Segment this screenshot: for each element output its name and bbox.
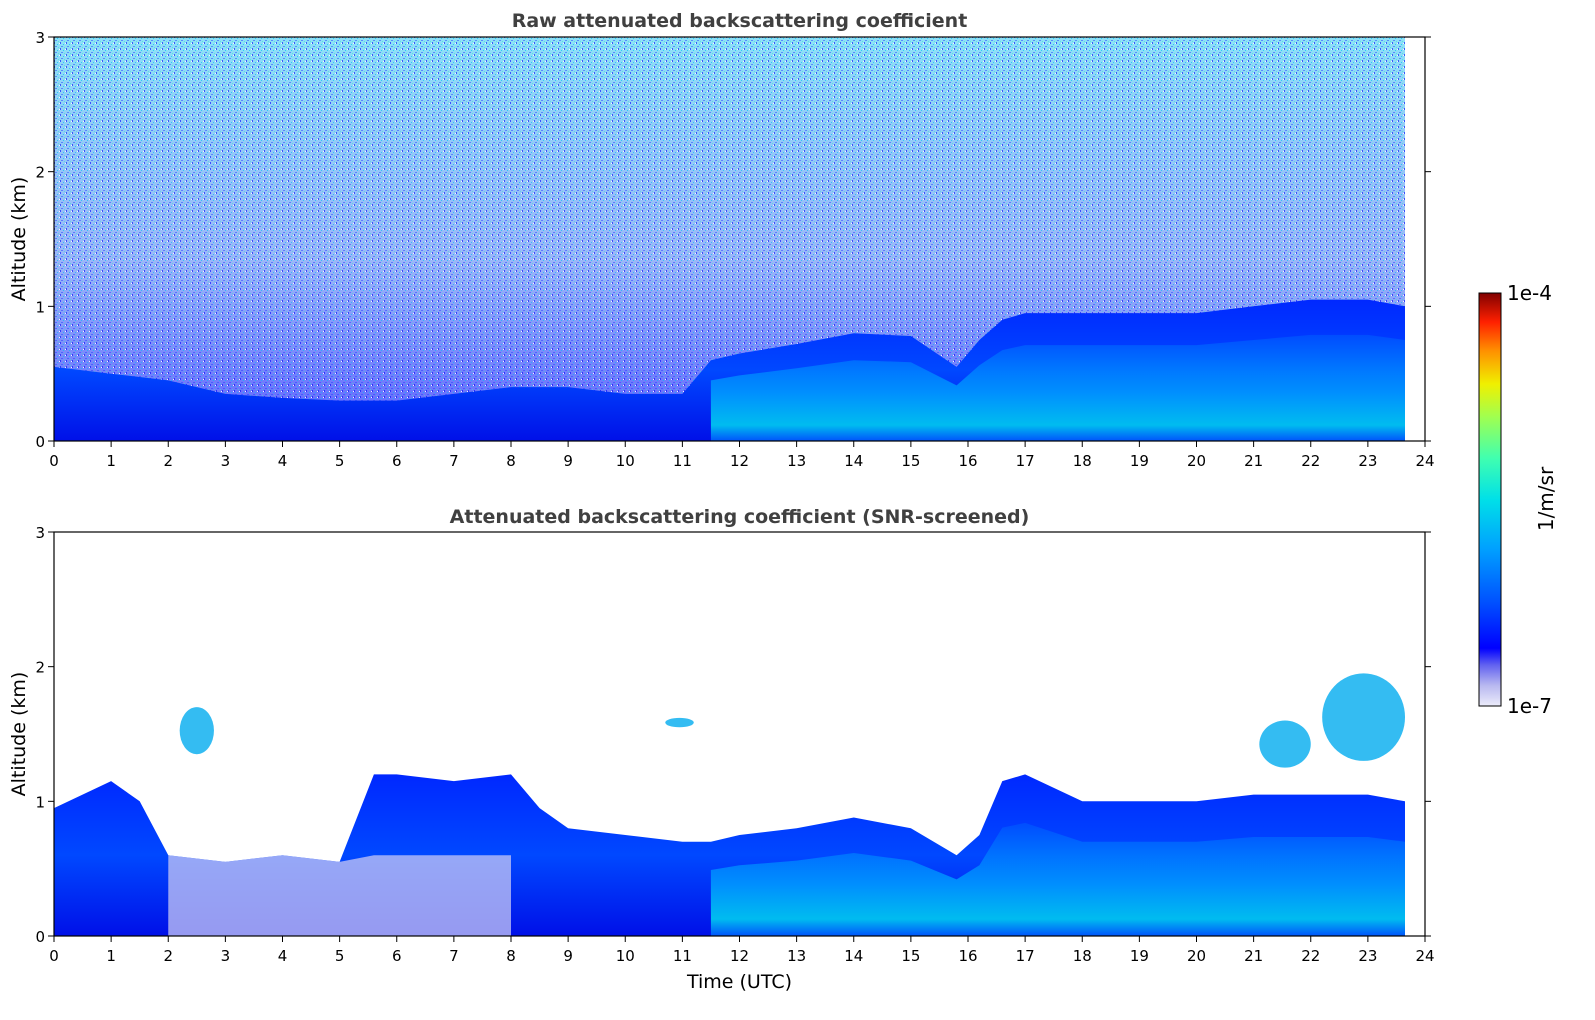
x-tick-label: 2 (163, 947, 173, 965)
bottom-y-axis: 0 1 2 3 (35, 524, 1431, 946)
x-tick-label: 4 (278, 452, 288, 470)
y-tick-label: 1 (35, 298, 45, 316)
y-tick-label: 2 (35, 164, 45, 182)
colorbar-unit-label: 1/m/sr (1534, 466, 1558, 531)
x-tick-label: 19 (1130, 452, 1149, 470)
y-tick-label: 0 (35, 433, 45, 451)
x-tick-label: 19 (1130, 947, 1149, 965)
snr-screened-panel: Attenuated backscattering coefficient (S… (8, 506, 1435, 993)
x-tick-label: 9 (563, 947, 573, 965)
x-tick-label: 4 (278, 947, 288, 965)
x-tick-label: 15 (901, 452, 920, 470)
x-tick-label: 24 (1415, 452, 1434, 470)
bottom-elevated-layers (179, 532, 1425, 936)
elevated-aerosol-layer (179, 707, 214, 755)
x-tick-label: 6 (392, 947, 402, 965)
x-tick-label: 11 (673, 947, 692, 965)
x-axis-label: Time (UTC) (686, 971, 792, 993)
x-tick-label: 22 (1301, 452, 1320, 470)
x-tick-label: 16 (958, 452, 977, 470)
y-tick-label: 2 (35, 659, 45, 677)
x-tick-label: 16 (958, 947, 977, 965)
raw-backscatter-panel: Raw attenuated backscattering coefficien… (8, 10, 1435, 470)
top-no-data-strip (1405, 37, 1425, 441)
x-tick-label: 13 (787, 947, 806, 965)
x-tick-label: 3 (221, 452, 231, 470)
x-tick-label: 17 (1016, 947, 1035, 965)
x-tick-label: 7 (449, 947, 459, 965)
top-elevated-layers (1405, 37, 1425, 441)
colorbar-min-label: 1e-7 (1507, 694, 1552, 718)
x-tick-label: 12 (730, 947, 749, 965)
x-tick-label: 3 (221, 947, 231, 965)
x-tick-label: 18 (1073, 452, 1092, 470)
top-y-axis: 0 1 2 3 (35, 29, 1431, 451)
top-heatmap (54, 37, 1425, 441)
x-tick-label: 24 (1415, 947, 1434, 965)
x-tick-label: 14 (844, 452, 863, 470)
x-tick-label: 23 (1358, 947, 1377, 965)
top-panel-title: Raw attenuated backscattering coefficien… (512, 10, 968, 32)
top-x-axis: 0 1 2 3 4 5 6 7 8 9 10 11 12 13 14 15 16 17 18 19 20 21 22 23 24 (49, 441, 1435, 470)
x-tick-label: 21 (1244, 452, 1263, 470)
y-tick-label: 0 (35, 928, 45, 946)
x-tick-label: 22 (1301, 947, 1320, 965)
y-tick-label: 3 (35, 29, 45, 47)
x-tick-label: 10 (616, 947, 635, 965)
x-tick-label: 1 (106, 947, 116, 965)
x-tick-label: 21 (1244, 947, 1263, 965)
x-tick-label: 11 (673, 452, 692, 470)
x-tick-label: 10 (616, 452, 635, 470)
bottom-no-data-strip (1405, 532, 1425, 936)
x-tick-label: 17 (1016, 452, 1035, 470)
x-tick-label: 18 (1073, 947, 1092, 965)
x-tick-label: 7 (449, 452, 459, 470)
y-tick-label: 1 (35, 793, 45, 811)
bottom-daytime-mixed-layer (710, 822, 1405, 936)
bottom-heatmap (54, 532, 1425, 936)
elevated-aerosol-layer (665, 717, 694, 728)
x-tick-label: 9 (563, 452, 573, 470)
bottom-y-axis-label: Altitude (km) (8, 672, 30, 797)
bottom-nocturnal-residual-layer (168, 855, 511, 936)
x-tick-label: 2 (163, 452, 173, 470)
top-daytime-mixed-layer (710, 334, 1405, 441)
elevated-aerosol-layer (1322, 673, 1406, 761)
colorbar-gradient (1478, 292, 1502, 707)
x-tick-label: 20 (1187, 452, 1206, 470)
x-tick-label: 5 (335, 452, 345, 470)
y-tick-label: 3 (35, 524, 45, 542)
x-tick-label: 6 (392, 452, 402, 470)
x-tick-label: 0 (49, 947, 59, 965)
x-tick-label: 8 (506, 947, 516, 965)
bottom-x-axis: 0 1 2 3 4 5 6 7 8 9 10 11 12 13 14 15 16 17 18 19 20 21 22 23 24 (49, 936, 1435, 965)
x-tick-label: 23 (1358, 452, 1377, 470)
x-tick-label: 1 (106, 452, 116, 470)
x-tick-label: 0 (49, 452, 59, 470)
x-tick-label: 8 (506, 452, 516, 470)
x-tick-label: 15 (901, 947, 920, 965)
x-tick-label: 13 (787, 452, 806, 470)
x-tick-label: 5 (335, 947, 345, 965)
elevated-aerosol-layer (1259, 720, 1311, 768)
colorbar-max-label: 1e-4 (1507, 281, 1552, 305)
bottom-panel-title: Attenuated backscattering coefficient (S… (450, 506, 1030, 528)
x-tick-label: 12 (730, 452, 749, 470)
x-tick-label: 20 (1187, 947, 1206, 965)
colorbar: 1e-4 1e-7 1/m/sr (1478, 281, 1558, 718)
top-y-axis-label: Altitude (km) (8, 177, 30, 302)
x-tick-label: 14 (844, 947, 863, 965)
